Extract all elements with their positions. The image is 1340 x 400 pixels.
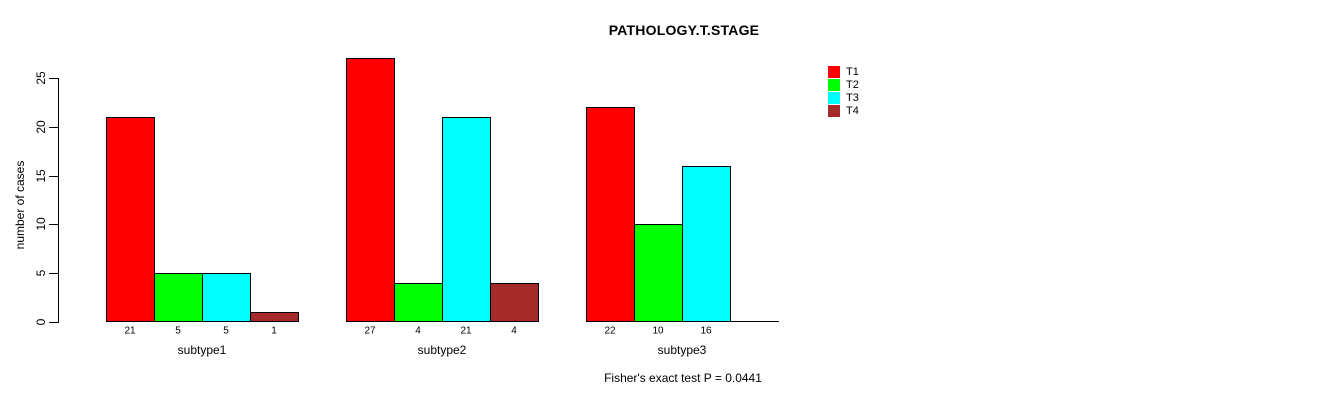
bar-value-label: 16 [700,325,712,337]
bar-value-label: 21 [460,325,472,337]
legend-item-T3: T3 [828,92,859,104]
legend-swatch-T2 [828,79,840,91]
y-axis-line [58,78,59,323]
bar-T1-subtype2 [346,58,395,322]
legend-swatch-T3 [828,92,840,104]
legend-item-T4: T4 [828,105,859,117]
legend-item-T1: T1 [828,66,859,78]
chart-title: PATHOLOGY.T.STAGE [608,22,760,38]
bar-T2-subtype2 [394,283,443,322]
y-tick-label: 0 [34,318,48,326]
bar-T4-subtype1 [250,312,299,322]
bar-T2-subtype1 [154,273,203,322]
bar-T4-subtype2 [490,283,539,322]
legend-label: T4 [846,105,859,117]
legend-swatch-T4 [828,105,840,117]
bar-value-label: 1 [271,325,277,337]
y-tick-mark [49,127,58,128]
bar-T1-subtype1 [106,117,155,322]
y-tick-label: 20 [34,120,48,134]
y-tick-mark [49,176,58,177]
y-tick-label: 25 [34,71,48,85]
legend-item-T2: T2 [828,79,859,91]
y-tick-mark [49,78,58,79]
legend-label: T3 [846,92,859,104]
fisher-test-note: Fisher's exact test P = 0.0441 [604,371,762,385]
bar-T3-subtype1 [202,273,251,322]
legend-label: T1 [846,66,859,78]
bar-value-label: 5 [175,325,181,337]
bar-T3-subtype2 [442,117,491,322]
bar-value-label: 21 [124,325,136,337]
legend: T1 T2 T3 T4 [828,66,859,118]
bar-value-label: 5 [223,325,229,337]
bar-T3-subtype3 [682,166,731,322]
y-tick-mark [49,273,58,274]
y-tick-mark [49,224,58,225]
y-axis-label: number of cases [13,160,27,250]
bar-T4-subtype3 [730,321,779,322]
legend-swatch-T1 [828,66,840,78]
bar-T2-subtype3 [634,224,683,322]
bar-value-label: 22 [604,325,616,337]
legend-label: T2 [846,79,859,91]
bar-T1-subtype3 [586,107,635,322]
x-group-label-subtype3: subtype3 [657,343,707,357]
y-tick-mark [49,322,58,323]
x-group-label-subtype1: subtype1 [177,343,227,357]
bar-value-label: 4 [511,325,517,337]
y-tick-label: 10 [34,217,48,231]
x-group-label-subtype2: subtype2 [417,343,467,357]
y-tick-label: 5 [34,269,48,277]
bar-value-label: 4 [415,325,421,337]
bar-value-label: 27 [364,325,376,337]
y-tick-label: 15 [34,169,48,183]
bar-value-label: 10 [652,325,664,337]
